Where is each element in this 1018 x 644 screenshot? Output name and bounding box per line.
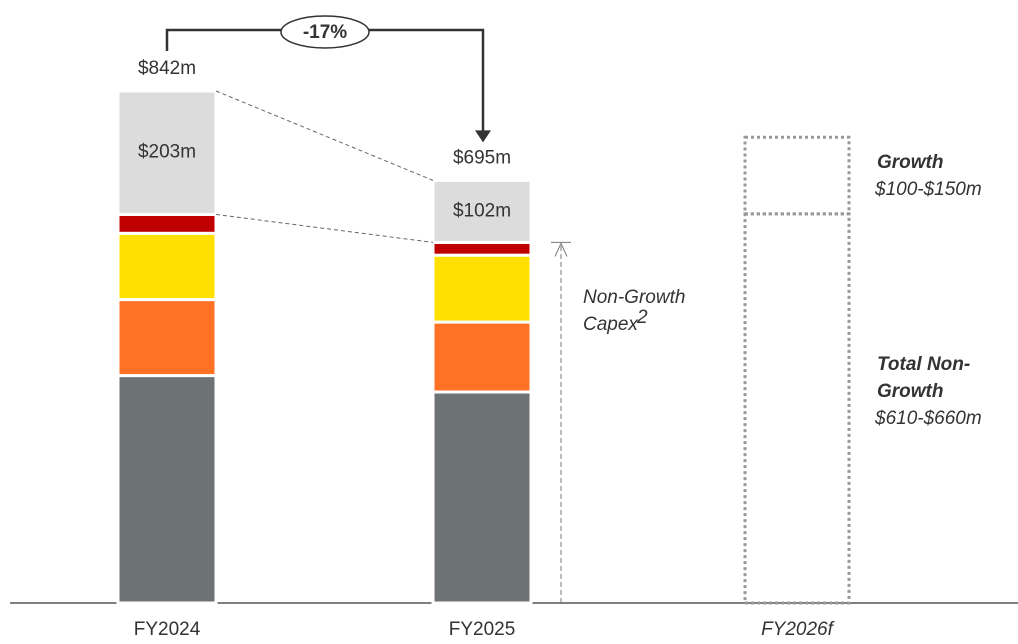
bar-segment: [431, 240, 533, 257]
forecast-range: $610-$660m: [874, 408, 982, 429]
change-badge: [280, 15, 370, 49]
forecast-name: Growth: [877, 152, 944, 173]
annotation: Non-Growth: [583, 287, 685, 308]
forecast-range: $100-$150m: [874, 179, 982, 200]
bar-segment: [431, 320, 533, 394]
value-label: $102m: [453, 200, 511, 221]
bar-segment: [116, 298, 218, 378]
total-label: $842m: [138, 58, 196, 79]
annotation-sup: 2: [636, 307, 648, 328]
forecast-segment: [743, 135, 851, 216]
value-label: $203m: [138, 142, 196, 163]
bar-segment: [116, 212, 218, 235]
connector: [215, 213, 434, 243]
arrow-head: [475, 130, 491, 143]
forecast-name: Total Non-: [877, 354, 970, 375]
bar-segment: [116, 374, 218, 605]
forecast-segment: [743, 212, 851, 605]
x-tick-label: FY2026f: [761, 619, 835, 640]
bar-segment: [116, 89, 218, 216]
annotation: Capex: [583, 314, 639, 335]
bar-segment: [431, 253, 533, 324]
connector: [215, 90, 434, 181]
forecast-name: Growth: [877, 381, 944, 402]
total-label: $695m: [453, 147, 511, 168]
change-label: -17%: [303, 22, 347, 43]
x-tick-label: FY2024: [134, 619, 201, 640]
bar-segment: [431, 178, 533, 244]
ng-head: [554, 242, 568, 257]
bar-segment: [116, 231, 218, 302]
x-tick-label: FY2025: [449, 619, 516, 640]
bar-segment: [431, 390, 533, 605]
